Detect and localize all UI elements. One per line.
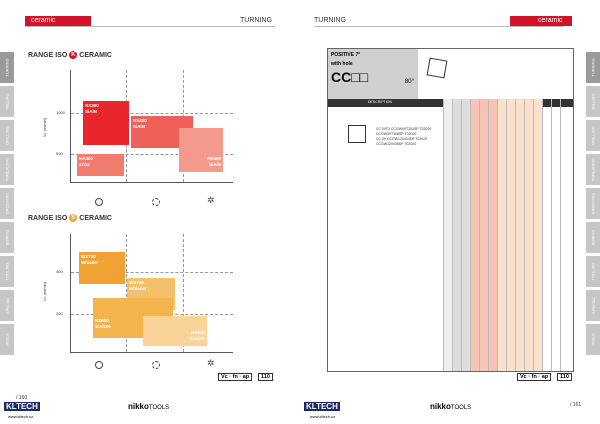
table-row: CCGW09T308SP T02020 [376,132,417,136]
insert-code: CC□□ [331,69,369,85]
page-ref-badge[interactable]: 110 [258,373,273,381]
insert-title: POSITIVE 7° [331,52,361,58]
ytick: 200 [56,311,63,316]
side-tab[interactable]: TOOLING [586,256,600,287]
url: www.kltech.cz [8,414,34,419]
topic-label: TURNING [240,17,272,24]
ytick: 1000 [56,110,65,115]
rotating-circle-icon [152,198,160,206]
iso-k-badge: K [69,51,78,59]
page-ref-badge[interactable]: 110 [557,373,572,381]
vc-fn-ap-label: Vc · fn · ap [218,373,253,381]
iso-s-badge: S [69,214,78,222]
box-wx700: WX700 Whisker [79,252,125,284]
section-tag: ceramic [25,16,91,26]
box-nx300: NX300 SiAlN [83,101,129,145]
side-tab[interactable]: TOOLING [0,256,14,287]
insert-angle: 80° [404,79,414,85]
chart-s: 400 200 Vc (m/min) WX700 Whisker WX750 Whi… [42,234,233,353]
side-tab[interactable]: INDEX [586,324,600,355]
side-tab[interactable]: MILLING [586,86,600,117]
y-axis-label: Vc (m/min) [42,281,48,302]
side-tab[interactable]: GROOVING [0,188,14,219]
header-rule [314,26,564,27]
table-row: CC 09 CCGW120404SP T02020 [376,137,428,141]
side-tab[interactable]: BORING [0,222,14,253]
ytick: 400 [56,269,63,274]
sparkle-icon: ✲ [207,195,215,205]
chart-s-title: RANGE ISO S CERAMIC [28,214,112,222]
side-tab[interactable]: THREADING [0,154,14,185]
insert-subtitle: with hole [331,61,353,67]
insert-pictogram [348,125,366,143]
rotating-circle-icon [152,361,160,369]
page-number: / 161 [570,402,582,408]
nikko-logo: nikkoTOOLS [430,402,472,411]
kltech-logo: KLTECH [304,402,340,411]
page-number: / 160 [16,395,28,401]
url: www.kltech.cz [310,414,336,419]
side-tab[interactable]: BORING [586,222,600,253]
side-tab-turning[interactable]: TURNING [586,52,600,83]
kltech-logo: KLTECH [4,402,40,411]
side-tab[interactable]: SPECIAL [586,290,600,321]
ytick: 500 [56,151,63,156]
box-na300: NA300 ZrO2 [77,154,124,176]
sparkle-icon: ✲ [207,358,215,368]
insert-shape-icon [426,57,448,79]
side-tab[interactable]: MILLING [0,86,14,117]
open-circle-icon [95,198,103,206]
insert-table: POSITIVE 7° with hole CC□□ 80° DESCRIPTI… [327,48,574,372]
side-tab[interactable]: GROOVING [586,188,600,219]
section-tag: ceramic [510,16,572,26]
side-tab[interactable]: DRILLING [0,120,14,151]
open-circle-icon [95,361,103,369]
box-ns450: NS450 SiAlN [179,128,223,172]
left-page: ceramic TURNING TURNING MILLING DRILLING… [0,16,275,419]
side-tab[interactable]: INDEX [0,324,14,355]
topic-label: TURNING [314,17,346,24]
side-tab-turning[interactable]: TURNING [0,52,14,83]
header-rule [25,26,275,27]
insert-header-panel: POSITIVE 7° with hole CC□□ 80° [328,49,418,99]
side-tabs-left: TURNING MILLING DRILLING THREADING GROOV… [0,52,14,358]
chart-k: 1000 500 Vc (m/min) NX300 SiAlN NS400 SiAl… [42,70,233,183]
side-tab[interactable]: THREADING [586,154,600,185]
table-row: CCGW120408SP T02020 [376,142,417,146]
side-tabs-right: TURNING MILLING DRILLING THREADING GROOV… [586,52,600,358]
vc-fn-ap-label: Vc · fn · ap [517,373,552,381]
box-ns650: NS650 SiAlON [143,316,207,346]
y-axis-label: Vc (m/min) [42,117,48,138]
side-tab[interactable]: DRILLING [586,120,600,151]
side-tab[interactable]: SPECIAL [0,290,14,321]
chart-k-title: RANGE ISO K CERAMIC [28,51,112,59]
table-row: CC 09T3 CCGW09T304SP T02020 [376,127,432,131]
nikko-logo: nikkoTOOLS [128,402,170,411]
